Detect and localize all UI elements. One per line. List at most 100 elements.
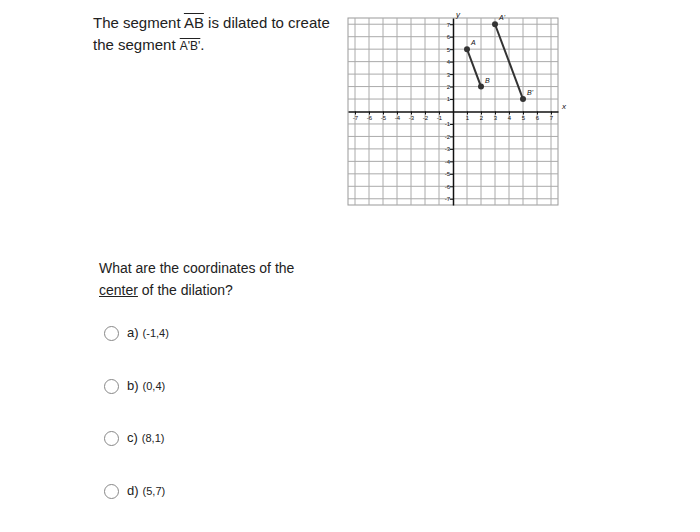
- y-tick: 2: [447, 84, 453, 90]
- y-axis-line: [453, 19, 455, 206]
- radio-button[interactable]: [104, 326, 119, 341]
- y-tick-mark: [450, 87, 453, 88]
- radio-button[interactable]: [104, 484, 119, 499]
- x-tick-label: 4: [508, 115, 512, 121]
- option-answer: (0,4): [143, 380, 166, 392]
- point-labels: A B A' B': [470, 14, 534, 96]
- x-tick-label: 1: [466, 115, 470, 121]
- y-tick-mark: [450, 62, 453, 63]
- question-text: of the dilation?: [138, 282, 233, 298]
- answer-option[interactable]: a)(-1,4): [104, 325, 169, 341]
- radio-button[interactable]: [104, 431, 119, 446]
- segment-line: [495, 24, 523, 99]
- answer-option[interactable]: d)(5,7): [104, 483, 165, 499]
- x-tick-label: -3: [409, 115, 415, 121]
- y-tick-mark: [450, 174, 453, 175]
- question-text: What are the coordinates of the: [99, 260, 294, 276]
- option-letter: c): [127, 430, 138, 445]
- x-tick: 1: [466, 112, 470, 121]
- statement-text: .: [200, 36, 204, 53]
- x-tick: 7: [550, 112, 554, 121]
- y-tick-mark: [450, 49, 453, 50]
- x-axis-label: x: [561, 102, 567, 111]
- x-tick: 4: [508, 112, 512, 121]
- y-tick: 5: [447, 47, 453, 53]
- y-tick-label: -2: [445, 134, 451, 140]
- point-label: A: [470, 39, 476, 46]
- y-tick-label: 5: [447, 47, 451, 53]
- y-tick-label: -7: [445, 196, 451, 202]
- y-tick: -1: [445, 121, 453, 127]
- y-tick: -7: [445, 196, 453, 202]
- x-tick: -2: [423, 112, 429, 121]
- x-tick-label: 7: [550, 115, 554, 121]
- x-tick: 5: [522, 112, 526, 121]
- segments: [464, 21, 526, 102]
- y-tick-mark: [450, 186, 453, 187]
- point-label: B': [527, 89, 534, 96]
- y-tick: -2: [445, 134, 453, 140]
- y-tick-mark: [450, 74, 453, 75]
- y-tick-label: -6: [445, 184, 451, 190]
- x-tick-label: -6: [367, 115, 373, 121]
- grid: [348, 18, 558, 205]
- y-tick: 7: [447, 22, 453, 28]
- y-tick-label: -3: [445, 146, 451, 152]
- radio-button[interactable]: [104, 379, 119, 394]
- x-tick-label: 5: [522, 115, 526, 121]
- x-tick-label: 3: [494, 115, 498, 121]
- coordinate-plane: -7 -6 -5 -4 -3 -2 -1 1 2 3 4 5 6 7 -7 -6 -5 -4 -3 -2 -1 1 2 3 4 5…: [340, 10, 572, 215]
- segment-point: [478, 84, 484, 90]
- y-tick: -4: [445, 159, 453, 165]
- y-tick-label: 3: [447, 72, 451, 78]
- segment-point: [520, 96, 526, 102]
- y-tick: 4: [447, 59, 453, 65]
- x-tick: -5: [381, 112, 387, 121]
- x-tick: 2: [480, 112, 484, 121]
- x-tick-label: -7: [353, 115, 359, 121]
- x-tick-label: 2: [480, 115, 484, 121]
- y-tick-mark: [450, 161, 453, 162]
- y-tick: 6: [447, 34, 453, 40]
- option-answer: (5,7): [143, 485, 166, 497]
- x-tick-label: -4: [395, 115, 401, 121]
- y-tick-label: 2: [447, 84, 451, 90]
- y-tick-label: 1: [447, 96, 451, 102]
- y-tick: -3: [445, 146, 453, 152]
- option-letter: b): [127, 378, 139, 393]
- y-axis: -7 -6 -5 -4 -3 -2 -1 1 2 3 4 5 6 7: [445, 19, 454, 206]
- y-tick-mark: [450, 199, 453, 200]
- y-axis-label: y: [455, 10, 461, 19]
- x-tick: 6: [536, 112, 540, 121]
- question: What are the coordinates of the center o…: [99, 257, 334, 301]
- y-tick: -5: [445, 171, 453, 177]
- segment-name: A'B': [180, 39, 201, 53]
- y-tick-mark: [450, 149, 453, 150]
- segment-point: [464, 46, 470, 52]
- y-tick-label: 6: [447, 34, 451, 40]
- x-tick-label: -1: [437, 115, 443, 121]
- y-tick-label: -1: [445, 121, 451, 127]
- x-tick: -6: [367, 112, 373, 121]
- y-tick-mark: [450, 99, 453, 100]
- segment-name: AB: [184, 14, 204, 31]
- segment-line: [467, 49, 481, 86]
- x-tick-label: -5: [381, 115, 387, 121]
- statement: The segment AB is dilated to create the …: [93, 12, 348, 57]
- point-label: B: [485, 77, 490, 84]
- option-letter: a): [127, 325, 139, 340]
- y-tick-label: -5: [445, 171, 451, 177]
- y-tick-mark: [450, 136, 453, 137]
- y-tick: 3: [447, 72, 453, 78]
- plot-frame: [348, 18, 558, 205]
- y-tick-mark: [450, 37, 453, 38]
- y-tick-mark: [450, 124, 453, 125]
- x-tick: -4: [395, 112, 401, 121]
- answer-option[interactable]: c)(8,1): [104, 430, 164, 446]
- y-tick: -6: [445, 184, 453, 190]
- x-tick-label: 6: [536, 115, 540, 121]
- x-tick: -3: [409, 112, 415, 121]
- point-label: A': [498, 14, 506, 21]
- segment-point: [492, 21, 498, 27]
- answer-option[interactable]: b) (0,4): [104, 378, 165, 394]
